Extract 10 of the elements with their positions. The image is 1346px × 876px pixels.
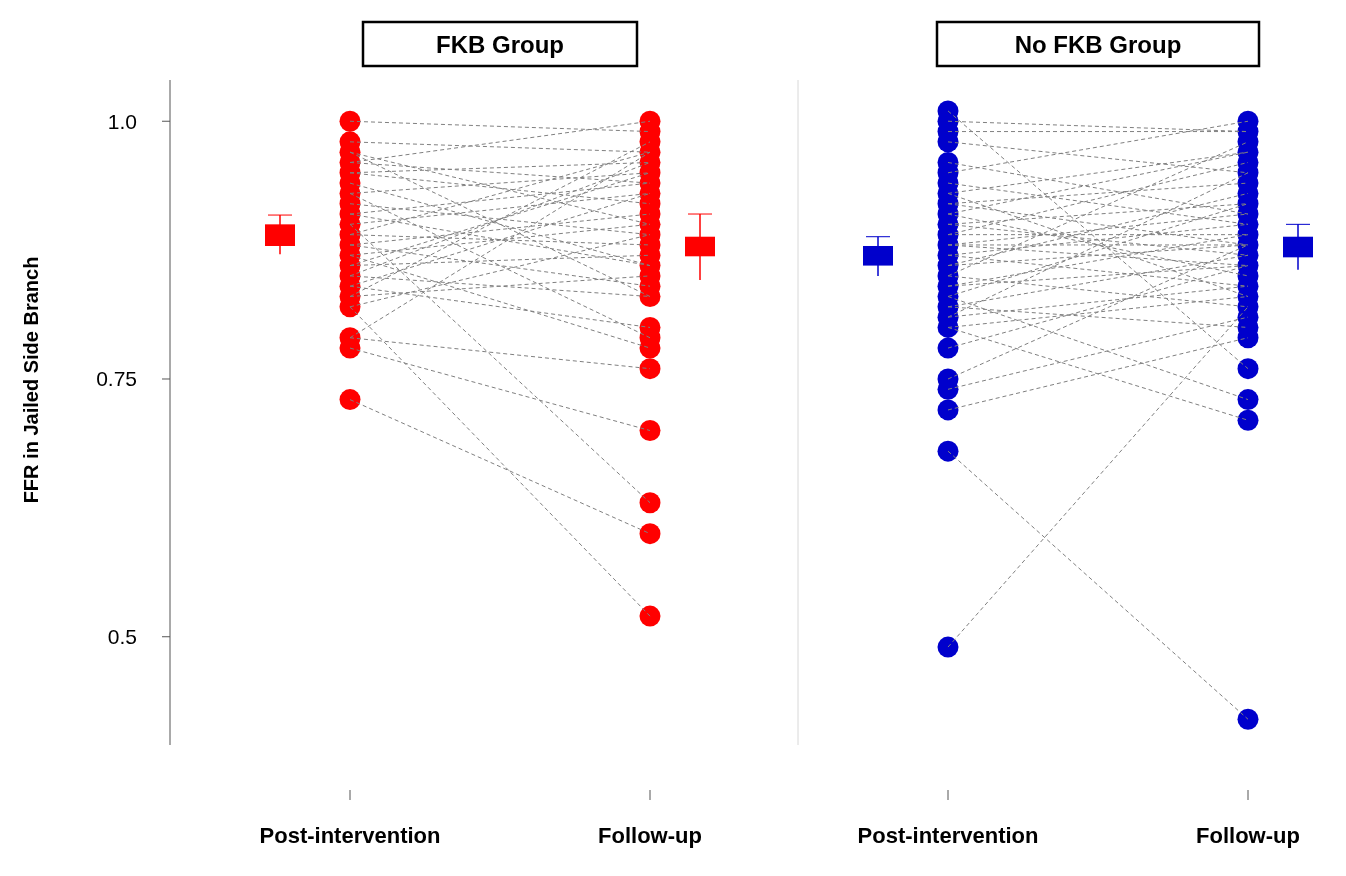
y-tick-label: 0.5 — [107, 625, 137, 649]
y-tick-label: 0.75 — [96, 367, 137, 391]
y-axis-title: FFR in Jailed Side Branch — [20, 256, 42, 504]
chart-title: No FKB Group — [1014, 31, 1182, 58]
x-tick-label: Post-intervention — [857, 823, 1039, 848]
x-tick-label: Follow-up — [598, 823, 702, 848]
y-tick-label: 1.0 — [107, 109, 137, 133]
chart-title: FKB Group — [436, 31, 564, 58]
x-tick-label: Post-intervention — [259, 823, 441, 848]
x-tick-label: Follow-up — [1196, 823, 1300, 848]
